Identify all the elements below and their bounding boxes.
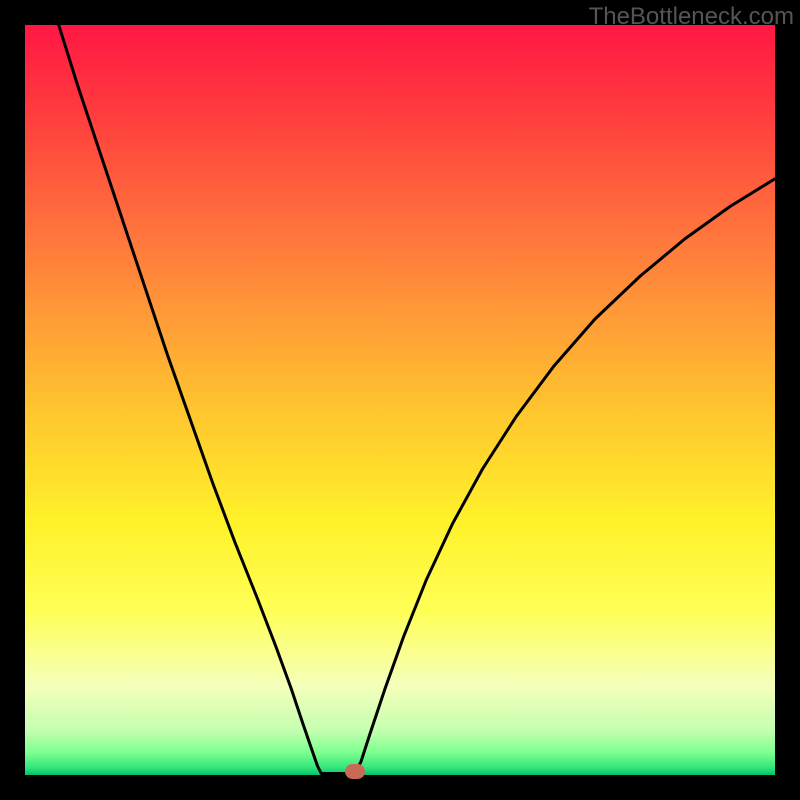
- watermark-text: TheBottleneck.com: [589, 3, 794, 31]
- chart-frame: TheBottleneck.com: [0, 0, 800, 800]
- optimal-point-marker: [345, 764, 364, 779]
- curve-layer: [25, 25, 775, 775]
- bottleneck-curve: [59, 25, 775, 774]
- plot-area: [25, 25, 775, 775]
